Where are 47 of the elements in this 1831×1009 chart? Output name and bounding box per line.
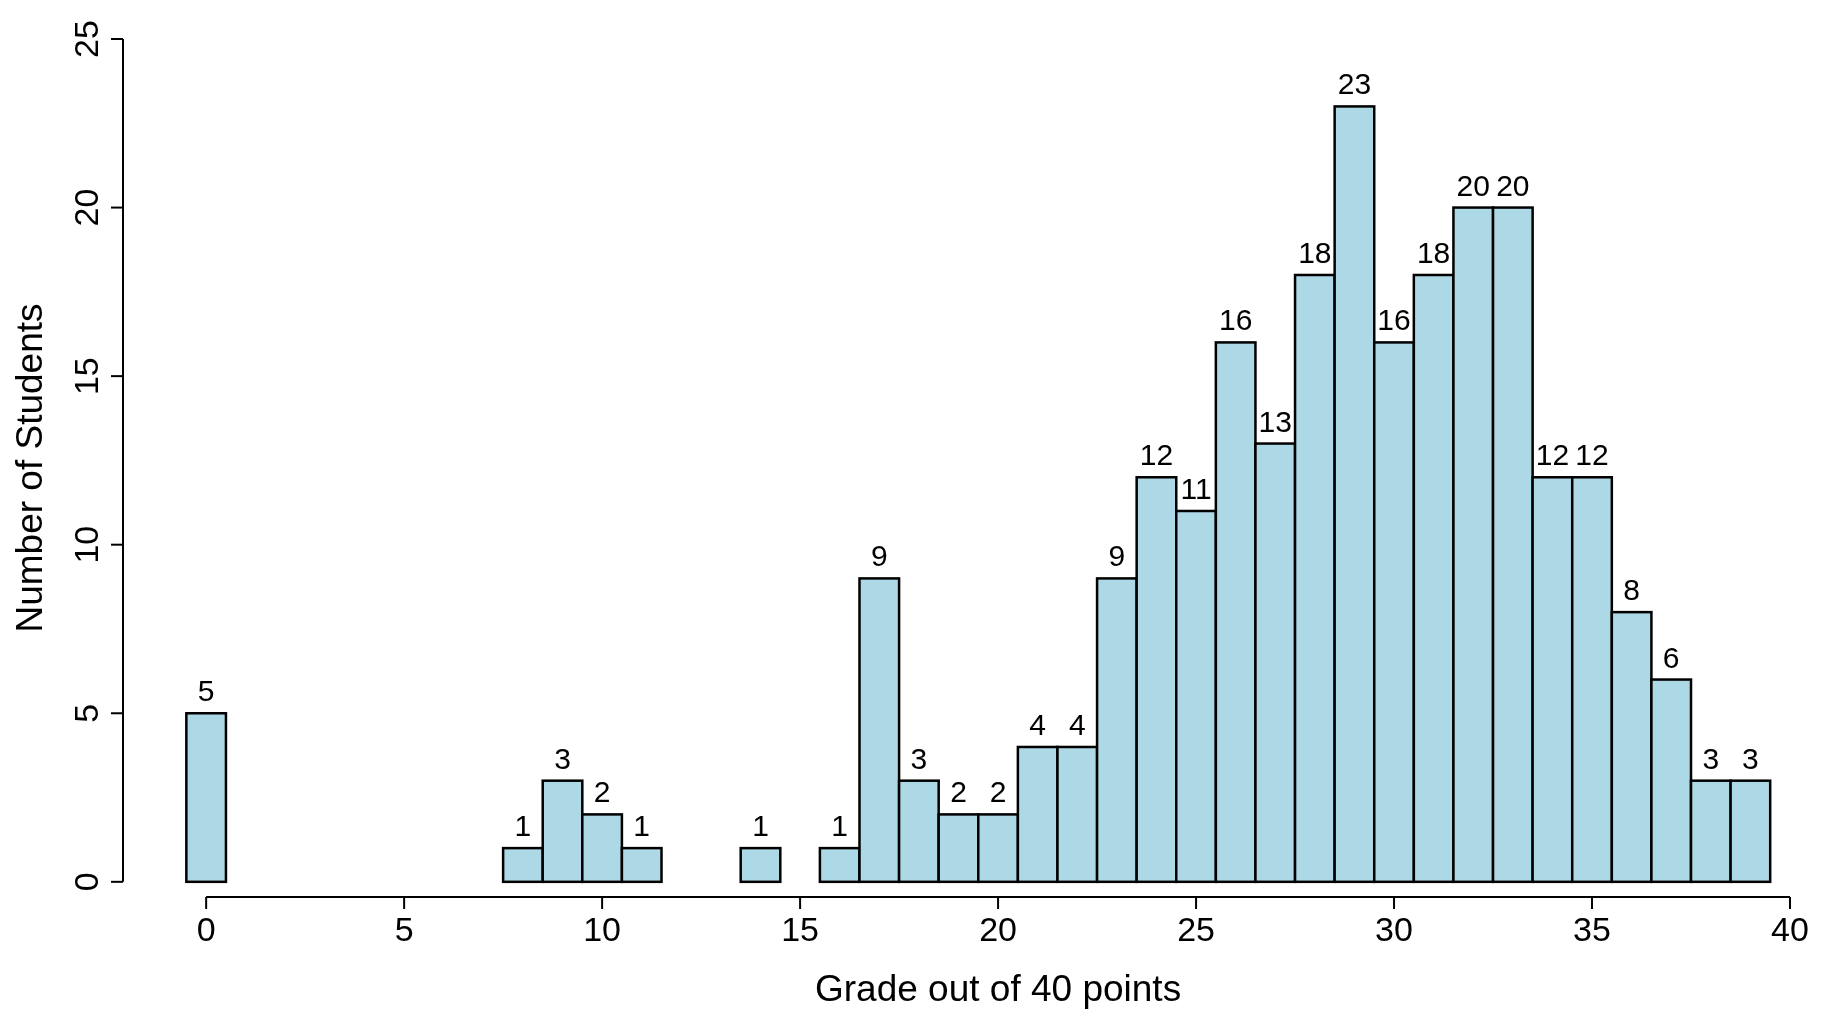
data-label: 3 bbox=[1702, 741, 1720, 775]
data-label: 11 bbox=[1180, 471, 1212, 505]
data-label: 3 bbox=[910, 741, 928, 775]
data-label: 1 bbox=[831, 809, 849, 843]
data-label: 2 bbox=[989, 775, 1007, 809]
data-label: 4 bbox=[1029, 707, 1047, 741]
x-tick-label: 30 bbox=[1375, 910, 1413, 948]
x-tick-label: 15 bbox=[781, 910, 820, 948]
data-label: 9 bbox=[1108, 539, 1126, 573]
x-tick-label: 35 bbox=[1573, 910, 1611, 948]
data-label: 3 bbox=[554, 741, 571, 775]
data-label: 1 bbox=[514, 809, 532, 843]
data-label: 20 bbox=[1496, 168, 1530, 202]
data-label: 1 bbox=[633, 809, 651, 843]
data-label: 23 bbox=[1337, 67, 1372, 101]
x-tick-label: 5 bbox=[394, 910, 414, 948]
data-label: 16 bbox=[1377, 303, 1411, 337]
y-tick-label: 15 bbox=[67, 357, 105, 396]
x-axis-title: Grade out of 40 points bbox=[815, 968, 1182, 1009]
data-label: 20 bbox=[1456, 168, 1490, 202]
data-label: 4 bbox=[1068, 707, 1086, 741]
x-tick-label: 25 bbox=[1177, 910, 1215, 948]
data-label: 13 bbox=[1258, 404, 1292, 438]
data-label: 6 bbox=[1662, 640, 1680, 674]
y-tick-label: 10 bbox=[67, 525, 105, 564]
y-axis-title: Number of Students bbox=[9, 303, 50, 633]
x-tick-label: 0 bbox=[196, 910, 216, 948]
data-label: 18 bbox=[1416, 235, 1451, 269]
data-label: 8 bbox=[1623, 573, 1640, 607]
data-label: 3 bbox=[1742, 741, 1759, 775]
y-tick-label: 25 bbox=[67, 20, 105, 58]
data-label: 5 bbox=[197, 674, 215, 708]
y-tick-label: 20 bbox=[67, 188, 105, 227]
data-label: 12 bbox=[1139, 438, 1174, 472]
x-tick-label: 40 bbox=[1771, 910, 1809, 948]
data-label: 9 bbox=[870, 539, 888, 573]
y-tick-label: 0 bbox=[67, 872, 105, 892]
data-label: 2 bbox=[593, 775, 611, 809]
x-tick-label: 20 bbox=[979, 910, 1017, 948]
x-tick-label: 10 bbox=[583, 910, 622, 948]
data-label: 18 bbox=[1298, 235, 1332, 269]
y-tick-label: 5 bbox=[67, 703, 105, 723]
data-label: 1 bbox=[752, 809, 769, 843]
data-label: 16 bbox=[1218, 303, 1253, 337]
data-label: 12 bbox=[1575, 438, 1609, 472]
data-label: 2 bbox=[950, 775, 967, 809]
data-label: 12 bbox=[1535, 438, 1570, 472]
